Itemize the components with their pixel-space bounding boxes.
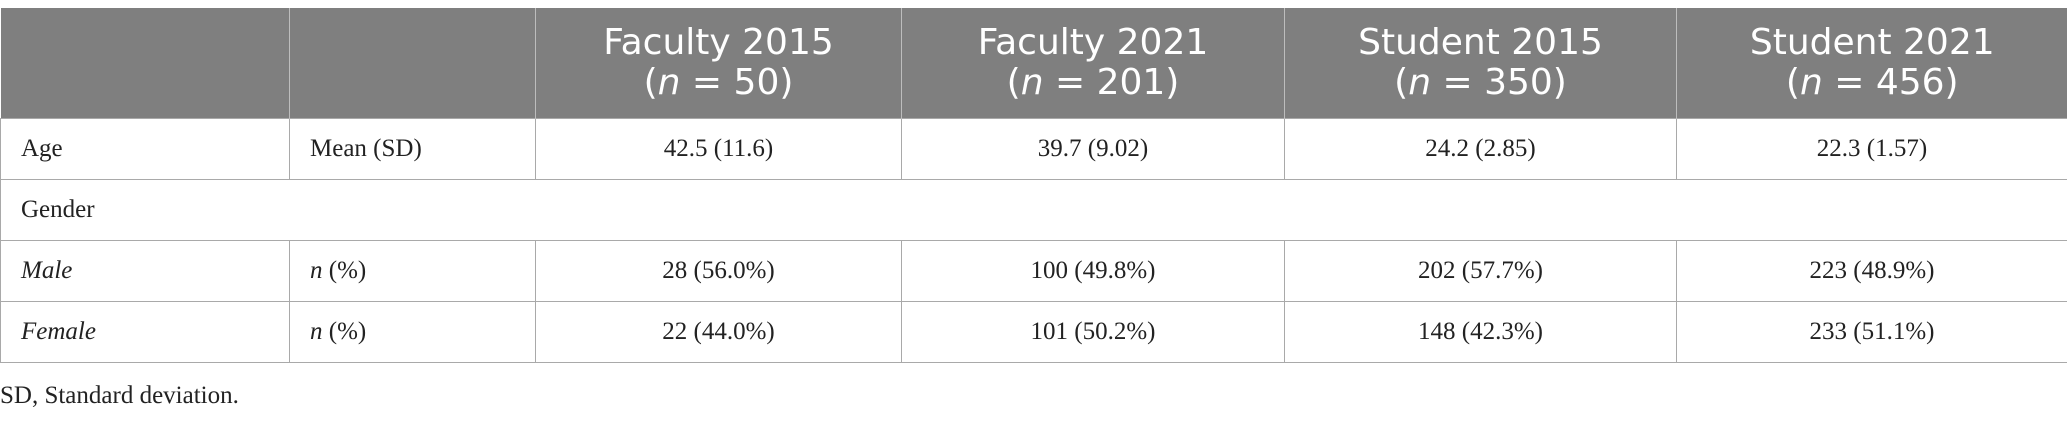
cell-faculty-2021: 39.7 (9.02) (901, 118, 1285, 180)
header-title: Student 2021 (1749, 22, 1995, 63)
cell-faculty-2015: 42.5 (11.6) (535, 118, 902, 180)
row-age: Age Mean (SD) 42.5 (11.6) 39.7 (9.02) 24… (0, 118, 2067, 180)
header-title: Faculty 2021 (977, 22, 1209, 63)
cell-faculty-2015: 22 (44.0%) (535, 301, 902, 363)
row-male: Male n (%) 28 (56.0%) 100 (49.8%) 202 (5… (0, 240, 2067, 302)
cell-student-2015: 202 (57.7%) (1284, 240, 1677, 302)
header-n: (n = 50) (643, 62, 794, 103)
n-symbol: n (310, 318, 323, 345)
header-n: (n = 350) (1394, 62, 1567, 103)
header-row: Faculty 2015 (n = 50) Faculty 2021 (n = … (0, 8, 2067, 119)
n-value: = 50 (680, 62, 780, 103)
stat-label: Mean (SD) (289, 118, 536, 180)
header-empty-2 (289, 8, 536, 119)
header-title: Student 2015 (1358, 22, 1603, 63)
stat-label: n (%) (289, 240, 536, 302)
demographics-table: Faculty 2015 (n = 50) Faculty 2021 (n = … (0, 8, 2067, 363)
stat-rest: (%) (322, 257, 367, 284)
cell-faculty-2021: 100 (49.8%) (901, 240, 1285, 302)
header-n: (n = 456) (1785, 62, 1959, 103)
cell-faculty-2015: 28 (56.0%) (535, 240, 902, 302)
cell-faculty-2021: 101 (50.2%) (901, 301, 1285, 363)
row-female: Female n (%) 22 (44.0%) 101 (50.2%) 148 … (0, 301, 2067, 363)
cell-student-2015: 24.2 (2.85) (1284, 118, 1677, 180)
header-faculty-2021: Faculty 2021 (n = 201) (901, 8, 1285, 119)
header-empty-1 (0, 8, 290, 119)
n-symbol: n (1799, 62, 1823, 103)
header-student-2021: Student 2021 (n = 456) (1676, 8, 2067, 119)
n-symbol: n (1020, 62, 1044, 103)
n-value: = 350 (1431, 62, 1553, 103)
cell-student-2021: 223 (48.9%) (1676, 240, 2067, 302)
demographics-table-container: Faculty 2015 (n = 50) Faculty 2021 (n = … (0, 8, 2067, 363)
cell-student-2021: 233 (51.1%) (1676, 301, 2067, 363)
row-gender: Gender (0, 179, 2067, 241)
row-label: Age (0, 118, 290, 180)
n-symbol: n (657, 62, 681, 103)
header-title: Faculty 2015 (603, 22, 834, 63)
n-symbol: n (1408, 62, 1432, 103)
section-label: Gender (0, 179, 2067, 241)
n-value: = 456 (1822, 62, 1945, 103)
table-footnote: SD, Standard deviation. (0, 382, 239, 409)
header-faculty-2015: Faculty 2015 (n = 50) (535, 8, 902, 119)
header-student-2015: Student 2015 (n = 350) (1284, 8, 1677, 119)
row-label: Male (0, 240, 290, 302)
header-n: (n = 201) (1006, 62, 1180, 103)
stat-rest: (%) (322, 318, 367, 345)
row-label: Female (0, 301, 290, 363)
stat-label: n (%) (289, 301, 536, 363)
cell-student-2015: 148 (42.3%) (1284, 301, 1677, 363)
cell-student-2021: 22.3 (1.57) (1676, 118, 2067, 180)
n-value: = 201 (1043, 62, 1166, 103)
n-symbol: n (310, 257, 323, 284)
